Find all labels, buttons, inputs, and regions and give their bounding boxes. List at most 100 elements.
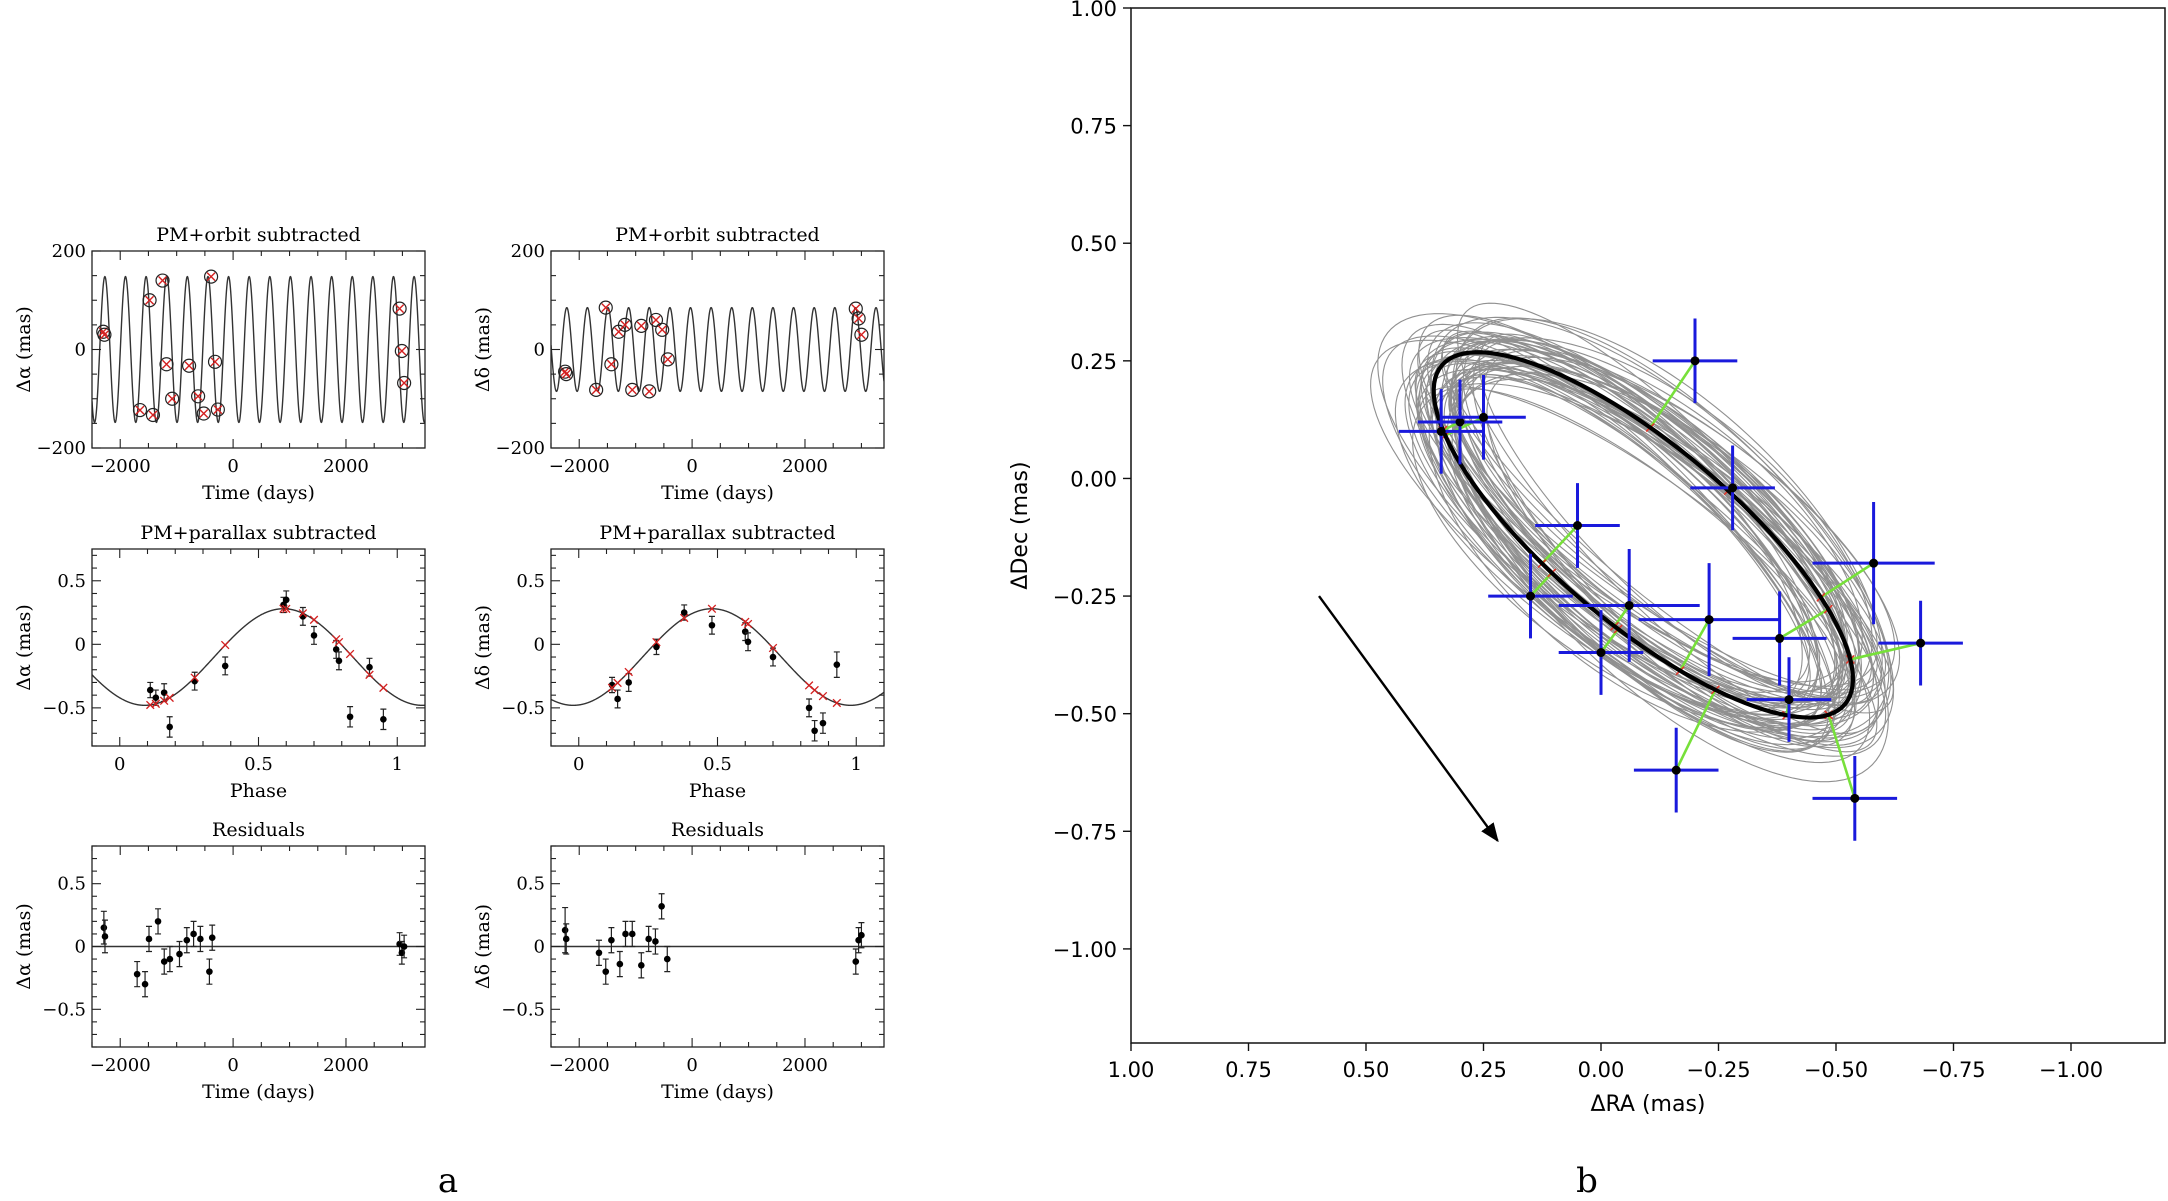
data-point <box>196 406 211 421</box>
observation <box>1812 501 1935 625</box>
observation-dot <box>1526 591 1535 601</box>
data-point-circle <box>165 391 180 406</box>
data-point-dot <box>819 719 827 727</box>
model-cross <box>379 683 388 693</box>
data-point-dot <box>663 955 671 963</box>
residual-line <box>1827 714 1857 799</box>
model-cross <box>184 361 194 371</box>
y-tick-label: −0.5 <box>501 999 545 1020</box>
data-point <box>145 407 161 423</box>
y-tick-label: 0.5 <box>57 874 86 895</box>
model-cross <box>832 698 842 708</box>
data-point <box>151 689 161 709</box>
residual-line <box>1541 524 1579 565</box>
residual-line <box>1678 618 1711 672</box>
data-point <box>190 920 197 948</box>
y-tick-label: −1.00 <box>1053 938 1117 962</box>
data-point-circle <box>625 382 640 397</box>
data-point <box>141 971 149 998</box>
panel-b: 1.00 0.75 0.50 0.25 0.00 −0.25 −0.50 −0.75 −1.00… <box>1008 0 2166 1117</box>
panel-title: PM+orbit subtracted <box>615 224 819 246</box>
observation <box>1535 483 1620 568</box>
plot-area <box>92 590 425 738</box>
data-point <box>394 343 409 359</box>
model-cross <box>206 272 216 282</box>
data-point-dot <box>561 926 569 934</box>
y-tick-label: −200 <box>37 438 86 459</box>
data-point-dot <box>595 949 603 957</box>
data-point <box>160 948 168 975</box>
y-tick-label: 0.75 <box>1070 115 1117 139</box>
data-point <box>598 300 613 315</box>
data-point-dot <box>680 609 688 616</box>
data-point-dot <box>858 931 865 939</box>
data-point-circle <box>155 273 170 288</box>
data-point <box>309 615 319 645</box>
model-cross <box>679 613 689 623</box>
observation-dot <box>1775 633 1785 643</box>
data-point-circle <box>558 364 573 379</box>
residual-line <box>1778 608 1829 640</box>
orbit-sample <box>1426 322 1874 720</box>
model-cross <box>199 409 209 419</box>
data-point <box>392 301 407 316</box>
data-point <box>679 604 689 623</box>
observation-dot <box>1728 483 1738 493</box>
y-tick-label: −0.5 <box>42 999 86 1020</box>
data-point <box>145 925 153 953</box>
plot-area <box>551 300 884 399</box>
data-point <box>207 354 223 369</box>
data-point <box>652 637 661 656</box>
panel-a5: −2000 0 2000 −0.5 0 0.5 Residuals Time (days) Δα… <box>13 819 426 1103</box>
orbit-sample <box>1417 329 1811 707</box>
x-axis-label: Phase <box>230 780 287 802</box>
data-point <box>159 357 174 372</box>
observation <box>1746 657 1832 742</box>
data-point <box>628 920 636 948</box>
model-cross <box>591 385 601 395</box>
data-point <box>768 643 778 667</box>
model-cross <box>856 330 866 340</box>
data-point-circle <box>196 406 211 421</box>
data-point <box>645 925 652 953</box>
data-point-circle <box>207 354 223 369</box>
data-point-dot <box>658 903 665 910</box>
model-cross <box>167 394 177 404</box>
observation <box>1558 549 1700 662</box>
x-tick-label: 2000 <box>323 1055 369 1076</box>
data-point <box>589 382 604 397</box>
data-point <box>616 950 624 978</box>
data-point <box>183 927 191 954</box>
data-point <box>181 358 197 373</box>
data-point <box>855 927 862 954</box>
data-point-dot <box>833 661 841 668</box>
residual-line <box>1675 689 1717 771</box>
panel-title: Residuals <box>212 819 305 841</box>
data-point <box>652 928 659 955</box>
x-tick-label: 0 <box>686 1055 697 1076</box>
data-point-dot <box>346 713 354 721</box>
observation-dot <box>1596 648 1606 658</box>
y-tick-label: −0.5 <box>42 698 86 719</box>
model-cross <box>309 615 319 625</box>
data-point <box>165 391 180 406</box>
panel-title: PM+parallax subtracted <box>599 522 835 544</box>
model-cross <box>397 346 407 356</box>
data-point <box>345 649 355 728</box>
model-cross <box>399 378 409 388</box>
observation <box>1690 445 1775 531</box>
model-cross <box>652 637 661 647</box>
data-point <box>298 606 308 626</box>
data-point-circle <box>392 301 407 316</box>
data-point-circle <box>598 300 613 315</box>
y-tick-label: −200 <box>496 438 545 459</box>
orbit-sample <box>1436 362 1847 716</box>
data-point-circle <box>660 352 675 367</box>
panel-a4: 0 0.5 1 −0.5 0 0.5 PM+parallax subtracted Phase… <box>472 522 885 802</box>
orbit-samples <box>1370 302 1901 783</box>
model-cross <box>334 637 344 647</box>
data-point-dot <box>133 970 141 978</box>
data-point-dot <box>645 935 652 943</box>
orbit-sample <box>1415 340 1840 727</box>
